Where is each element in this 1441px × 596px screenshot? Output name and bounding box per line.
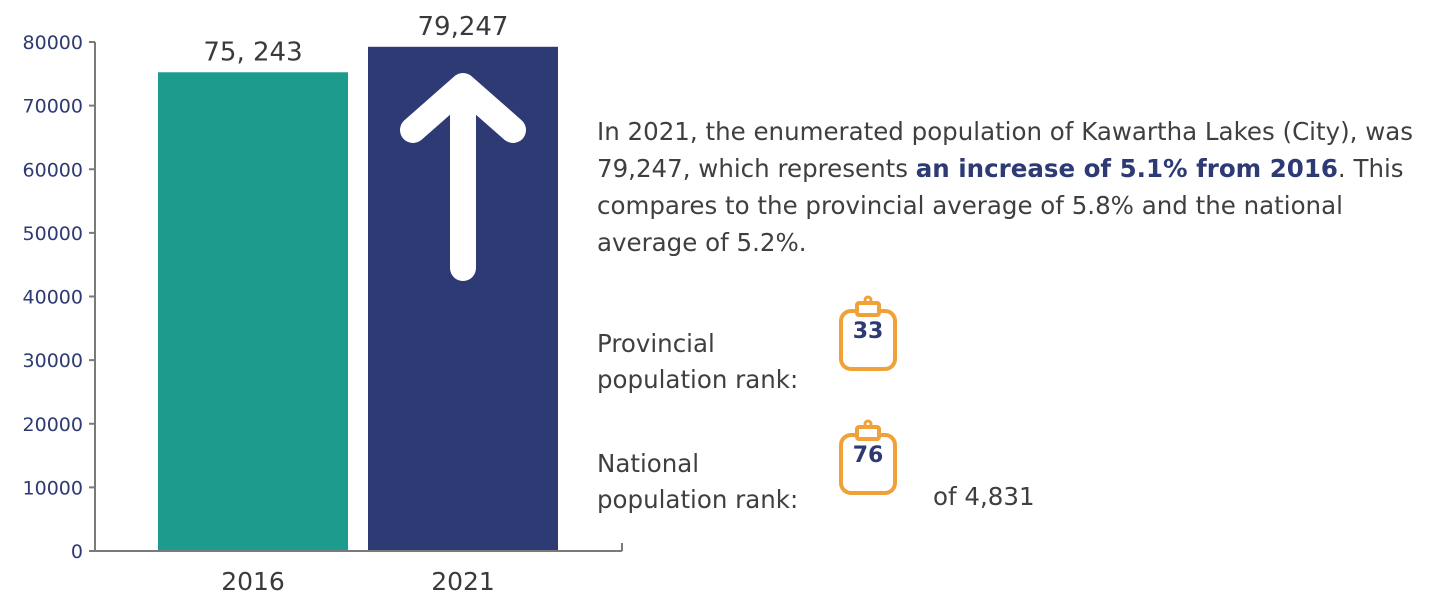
x-tick-label: 2021 — [431, 567, 495, 596]
population-summary: In 2021, the enumerated population of Ka… — [597, 113, 1432, 261]
up-arrow-icon — [400, 73, 526, 281]
summary-text-after: . This compares to the provincial averag… — [597, 154, 1404, 257]
summary-text-before: In 2021, the enumerated population of Ka… — [597, 117, 1414, 183]
national-rank-value: 76 — [852, 443, 884, 468]
y-tick-label: 40000 — [23, 287, 83, 309]
y-tick-label: 50000 — [23, 223, 83, 245]
x-tick-label: 2016 — [221, 567, 285, 596]
population-bar-chart: 0 10000 20000 30000 40000 50000 60000 70000 8000… — [23, 12, 623, 596]
y-tick-label: 20000 — [23, 414, 83, 436]
data-labels: 75, 243 79,247 — [203, 12, 508, 67]
provincial-rank-label-line2: population rank: — [597, 365, 799, 394]
national-rank-label: National population rank: — [597, 446, 798, 518]
x-axis: 2016 2021 — [221, 567, 495, 596]
data-label-2016: 75, 243 — [203, 37, 302, 67]
national-rank-suffix: of 4,831 — [933, 482, 1035, 511]
summary-highlight: an increase of 5.1% from 2016 — [915, 154, 1338, 183]
y-axis: 0 10000 20000 30000 40000 50000 60000 70000 8000… — [23, 32, 95, 563]
clipboard-icon: 76 — [837, 417, 899, 497]
y-tick-label: 30000 — [23, 350, 83, 372]
national-rank-label-line2: population rank: — [597, 485, 799, 514]
axes-lines — [94, 42, 623, 552]
y-tick-label: 60000 — [23, 159, 83, 181]
y-tick-label: 0 — [71, 541, 83, 563]
data-label-2021: 79,247 — [418, 12, 509, 42]
provincial-rank-label-line1: Provincial — [597, 329, 715, 358]
clipboard-icon: 33 — [837, 293, 899, 373]
up-arrow-shape — [400, 73, 526, 281]
provincial-rank-value: 33 — [852, 319, 884, 344]
bar-2016 — [158, 72, 348, 551]
provincial-rank-label: Provincial population rank: — [597, 326, 798, 398]
y-tick-label: 80000 — [23, 32, 83, 54]
national-rank-label-line1: National — [597, 449, 700, 478]
y-tick-label: 70000 — [23, 96, 83, 118]
y-tick-label: 10000 — [23, 477, 83, 499]
